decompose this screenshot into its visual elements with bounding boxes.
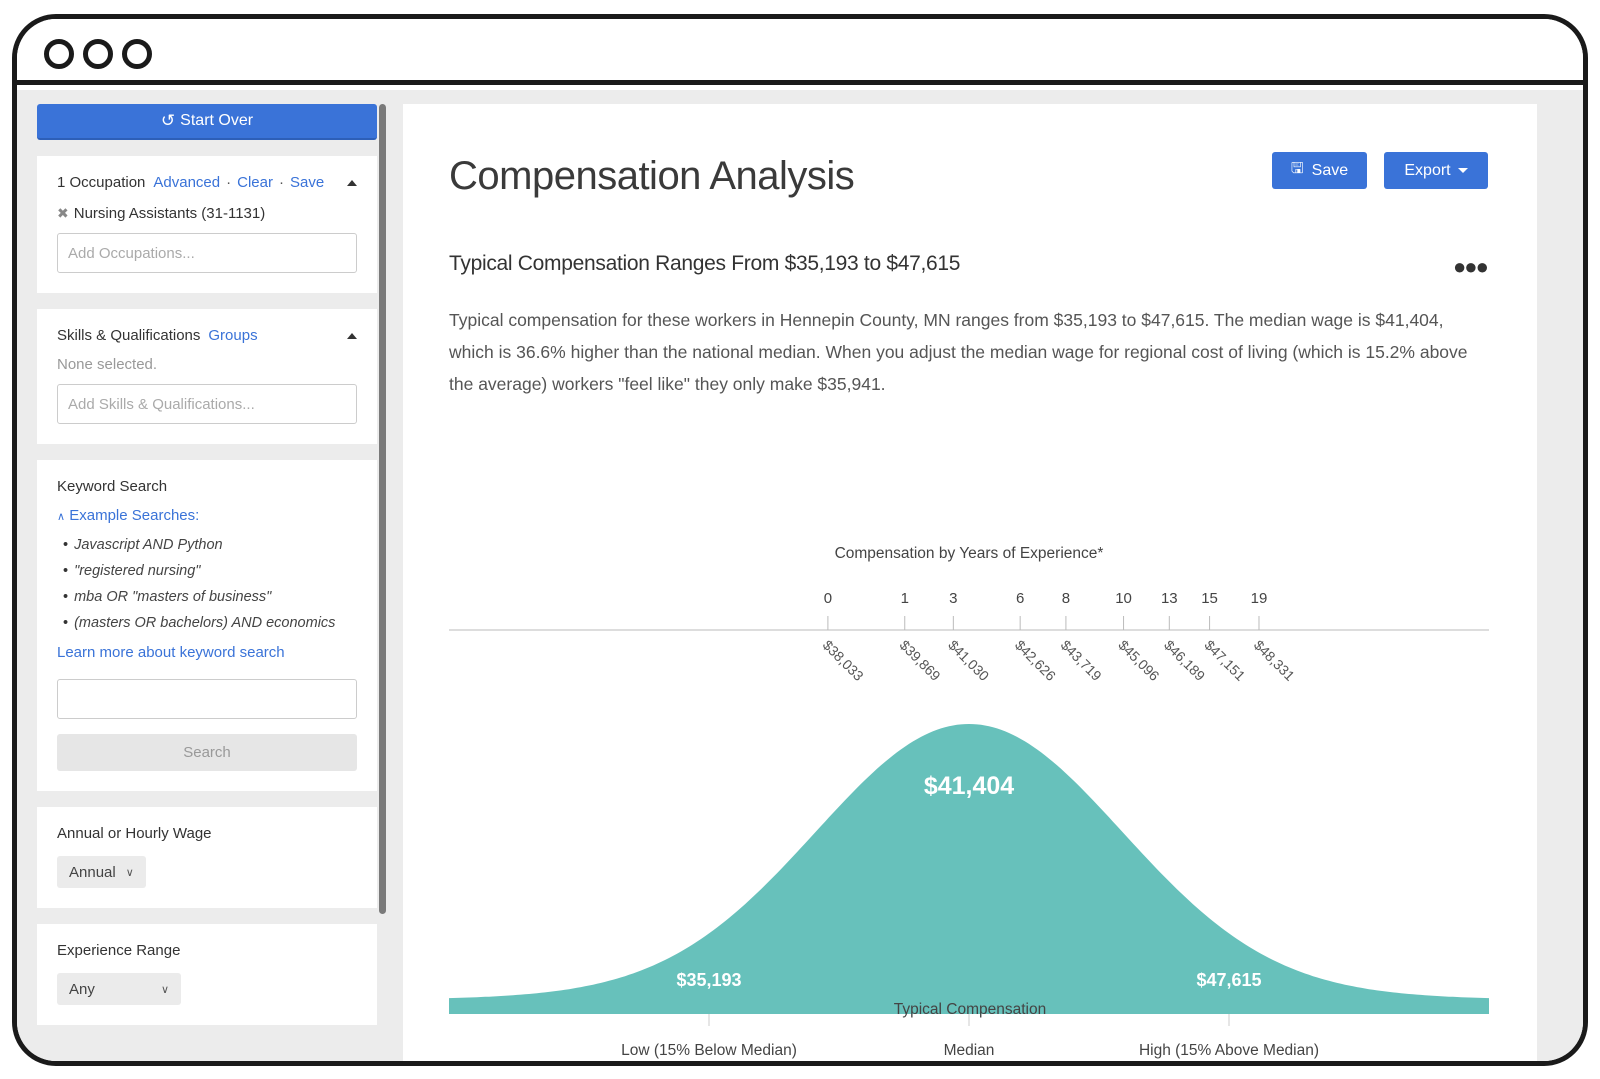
clear-link[interactable]: Clear [237, 174, 273, 191]
keyword-title: Keyword Search [57, 478, 168, 495]
experience-value-label: $48,331 [1251, 637, 1298, 684]
experience-years-label: 15 [1201, 590, 1218, 607]
chevron-down-icon: ∨ [160, 983, 169, 996]
chevron-down-icon: ∨ [125, 866, 134, 879]
export-button-label: Export [1404, 161, 1451, 179]
experience-value-label: $39,869 [897, 637, 944, 684]
learn-more-link[interactable]: Learn more about keyword search [57, 644, 285, 661]
export-button[interactable]: Export [1384, 152, 1488, 189]
window-control-maximize[interactable] [122, 39, 152, 69]
skills-title: Skills & Qualifications [57, 327, 201, 344]
experience-value-label: $45,096 [1115, 637, 1162, 684]
selected-occupation-label: Nursing Assistants (31-1131) [73, 205, 266, 222]
list-item: (masters OR bachelors) AND economics [57, 610, 357, 636]
page-title: Compensation Analysis [449, 154, 855, 198]
example-searches-toggle[interactable]: ∧ Example Searches: [57, 507, 357, 524]
search-button[interactable]: Search [57, 734, 357, 771]
remove-x-icon[interactable]: ✖ [57, 205, 69, 221]
collapse-caret-icon[interactable] [347, 179, 357, 186]
browser-window: ↺ Start Over 1 Occupation Advanced · Cle… [12, 14, 1588, 1066]
experience-panel: Experience Range Any ∨ [37, 924, 377, 1025]
refresh-icon: ↺ [160, 111, 176, 130]
compensation-chart: Compensation by Years of Experience* 0 $38… [449, 545, 1489, 1059]
main-panel: Compensation Analysis 🖫 Save Export Typi… [403, 104, 1537, 1061]
experience-years-label: 1 [901, 590, 909, 607]
experience-value-label: $41,030 [945, 637, 992, 684]
separator-dot: · [226, 174, 232, 191]
save-button[interactable]: 🖫 Save [1272, 152, 1367, 189]
chart-x-axis-title: Typical Compensation [893, 1001, 1047, 1018]
example-searches-label: Example Searches: [69, 507, 200, 524]
compensation-distribution-area [449, 724, 1489, 1014]
experience-select[interactable]: Any ∨ [57, 973, 181, 1005]
median-value-label: $41,404 [924, 772, 1014, 800]
collapse-caret-icon[interactable] [347, 332, 357, 339]
save-button-label: Save [1311, 161, 1349, 179]
example-searches-list: Javascript AND Python "registered nursin… [57, 532, 357, 636]
wage-select-value: Annual [69, 863, 116, 881]
chevron-up-icon: ∧ [57, 511, 66, 523]
advanced-link[interactable]: Advanced [153, 174, 221, 191]
occupation-panel: 1 Occupation Advanced · Clear · Save ✖ N… [37, 156, 377, 293]
experience-value-label: $43,719 [1058, 637, 1105, 684]
window-control-minimize[interactable] [83, 39, 113, 69]
groups-link[interactable]: Groups [208, 327, 258, 344]
skills-none-selected: None selected. [57, 356, 158, 373]
add-skills-input[interactable]: Add Skills & Qualifications... [57, 384, 357, 424]
experience-years-label: 3 [949, 590, 957, 607]
experience-years-label: 13 [1161, 590, 1178, 607]
selected-occupation: ✖ Nursing Assistants (31-1131) [57, 205, 357, 222]
section-subtitle: Typical Compensation Ranges From $35,193… [449, 252, 961, 275]
caret-down-icon [1457, 168, 1468, 173]
experience-select-value: Any [69, 980, 95, 998]
occupation-title: 1 Occupation [57, 174, 146, 191]
high-axis-label: High (15% Above Median) [1139, 1042, 1319, 1059]
app-content: ↺ Start Over 1 Occupation Advanced · Cle… [17, 90, 1583, 1061]
list-item: "registered nursing" [57, 558, 357, 584]
sidebar-scrollbar[interactable] [379, 104, 386, 914]
start-over-button[interactable]: ↺ Start Over [37, 104, 377, 140]
experience-years-label: 6 [1016, 590, 1024, 607]
list-item: mba OR "masters of business" [57, 584, 357, 610]
low-value-label: $35,193 [676, 970, 741, 990]
experience-years-label: 8 [1062, 590, 1070, 607]
compensation-description: Typical compensation for these workers i… [449, 310, 1468, 394]
more-options-icon[interactable]: ●●● [1453, 254, 1489, 279]
separator-dot: · [278, 174, 284, 191]
experience-years-label: 0 [824, 590, 832, 607]
experience-years-label: 19 [1251, 590, 1268, 607]
list-item: Javascript AND Python [57, 532, 357, 558]
wage-title: Annual or Hourly Wage [57, 825, 212, 842]
low-axis-label: Low (15% Below Median) [621, 1042, 797, 1059]
experience-value-label: $42,626 [1012, 637, 1059, 684]
keyword-panel: Keyword Search ∧ Example Searches: Javas… [37, 460, 377, 791]
wage-panel: Annual or Hourly Wage Annual ∨ [37, 807, 377, 908]
keyword-search-input[interactable] [57, 679, 357, 719]
start-over-label: Start Over [180, 112, 254, 129]
wage-select[interactable]: Annual ∨ [57, 856, 146, 888]
save-occupation-link[interactable]: Save [289, 174, 325, 191]
experience-title: Experience Range [57, 942, 181, 959]
median-axis-label: Median [944, 1042, 995, 1059]
experience-value-label: $46,189 [1161, 637, 1208, 684]
experience-value-label: $38,033 [820, 637, 867, 684]
window-titlebar [17, 19, 1583, 85]
window-control-close[interactable] [44, 39, 74, 69]
experience-years-label: 10 [1115, 590, 1132, 607]
skills-panel: Skills & Qualifications Groups None sele… [37, 309, 377, 444]
high-value-label: $47,615 [1196, 970, 1261, 990]
chart-title: Compensation by Years of Experience* [835, 545, 1104, 562]
experience-value-label: $47,151 [1201, 637, 1248, 684]
add-occupations-input[interactable]: Add Occupations... [57, 233, 357, 273]
filter-sidebar: ↺ Start Over 1 Occupation Advanced · Cle… [37, 104, 377, 1061]
floppy-disk-icon: 🖫 [1290, 160, 1304, 177]
